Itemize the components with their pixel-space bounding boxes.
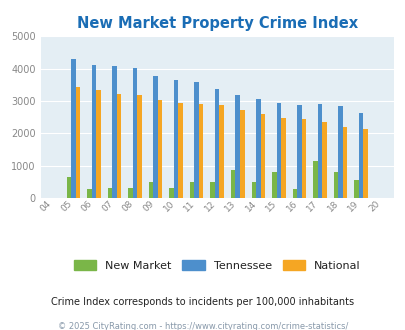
Bar xyxy=(128,188,132,198)
Bar xyxy=(66,177,71,198)
Bar xyxy=(312,161,317,198)
Bar xyxy=(149,182,153,198)
Bar xyxy=(321,122,326,198)
Bar xyxy=(301,119,305,198)
Bar xyxy=(214,89,219,198)
Bar xyxy=(251,182,256,198)
Bar xyxy=(235,95,239,198)
Bar xyxy=(342,127,346,198)
Bar xyxy=(276,103,280,198)
Text: Crime Index corresponds to incidents per 100,000 inhabitants: Crime Index corresponds to incidents per… xyxy=(51,297,354,307)
Bar xyxy=(117,94,121,198)
Bar xyxy=(107,188,112,198)
Bar xyxy=(178,103,183,198)
Bar xyxy=(296,105,301,198)
Bar xyxy=(137,94,141,198)
Bar xyxy=(219,105,224,198)
Bar xyxy=(230,170,235,198)
Bar xyxy=(190,182,194,198)
Bar xyxy=(132,68,137,198)
Bar xyxy=(239,110,244,198)
Bar xyxy=(96,90,100,198)
Bar xyxy=(256,99,260,198)
Bar xyxy=(198,104,203,198)
Bar xyxy=(169,188,173,198)
Bar xyxy=(353,180,358,198)
Legend: New Market, Tennessee, National: New Market, Tennessee, National xyxy=(69,255,364,275)
Text: © 2025 CityRating.com - https://www.cityrating.com/crime-statistics/: © 2025 CityRating.com - https://www.city… xyxy=(58,322,347,330)
Bar xyxy=(153,77,158,198)
Bar xyxy=(194,82,198,198)
Bar xyxy=(75,87,80,198)
Bar xyxy=(358,113,362,198)
Bar xyxy=(333,172,337,198)
Bar xyxy=(210,182,214,198)
Bar xyxy=(92,65,96,198)
Bar xyxy=(173,80,178,198)
Bar xyxy=(337,106,342,198)
Bar xyxy=(260,114,264,198)
Bar xyxy=(292,189,296,198)
Title: New Market Property Crime Index: New Market Property Crime Index xyxy=(77,16,357,31)
Bar xyxy=(112,66,117,198)
Bar xyxy=(271,172,276,198)
Bar xyxy=(87,189,92,198)
Bar xyxy=(362,129,367,198)
Bar xyxy=(280,118,285,198)
Bar xyxy=(71,59,75,198)
Bar xyxy=(158,100,162,198)
Bar xyxy=(317,104,321,198)
